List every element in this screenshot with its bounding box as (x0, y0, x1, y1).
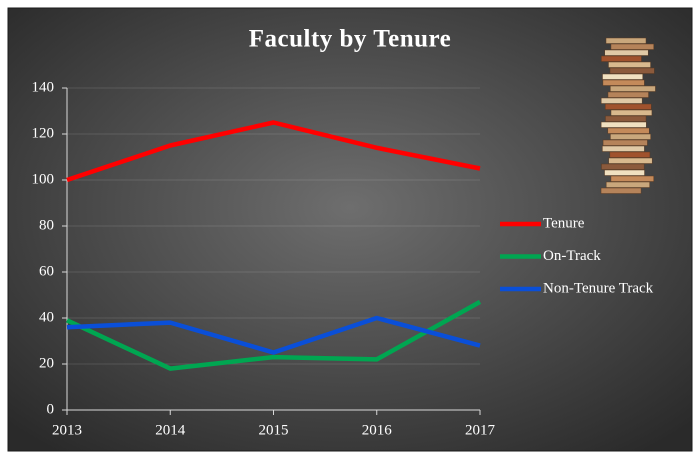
book (601, 122, 646, 128)
book (608, 92, 649, 98)
book (603, 140, 647, 146)
book (610, 86, 655, 92)
y-tick-label: 20 (39, 355, 54, 371)
book (608, 128, 649, 134)
chart-background (8, 8, 692, 451)
x-tick-label: 2015 (259, 422, 289, 438)
legend-label: Tenure (543, 215, 585, 231)
book (603, 74, 643, 80)
book (605, 104, 651, 110)
y-tick-label: 120 (32, 125, 55, 141)
book (606, 38, 646, 44)
book (611, 44, 654, 50)
y-tick-label: 100 (32, 171, 55, 187)
book (610, 152, 650, 158)
book (610, 68, 654, 74)
book (608, 62, 650, 68)
x-tick-label: 2017 (465, 422, 496, 438)
chart-title: Faculty by Tenure (249, 26, 452, 53)
book (602, 146, 644, 152)
y-tick-label: 80 (39, 217, 54, 233)
book (601, 164, 644, 170)
y-tick-label: 0 (47, 401, 55, 417)
legend-label: Non-Tenure Track (543, 280, 654, 296)
y-tick-label: 140 (32, 79, 55, 95)
y-tick-label: 40 (39, 309, 54, 325)
legend-label: On-Track (543, 248, 601, 264)
x-tick-label: 2013 (52, 422, 82, 438)
x-tick-label: 2014 (155, 422, 186, 438)
book (605, 170, 645, 176)
book (603, 80, 644, 86)
book (611, 110, 652, 116)
book (610, 134, 650, 140)
page: {"chart_data": {"type": "line", "title":… (0, 0, 700, 455)
book (611, 176, 654, 182)
book (601, 98, 642, 104)
book (605, 116, 646, 122)
book (601, 188, 641, 194)
book (601, 56, 641, 62)
y-tick-label: 60 (39, 263, 54, 279)
chart: Faculty by Tenure 0 20 40 60 80 100 120 140 2013… (0, 0, 700, 455)
book (606, 182, 649, 188)
x-tick-label: 2016 (362, 422, 393, 438)
book (605, 50, 649, 56)
book (609, 158, 653, 164)
